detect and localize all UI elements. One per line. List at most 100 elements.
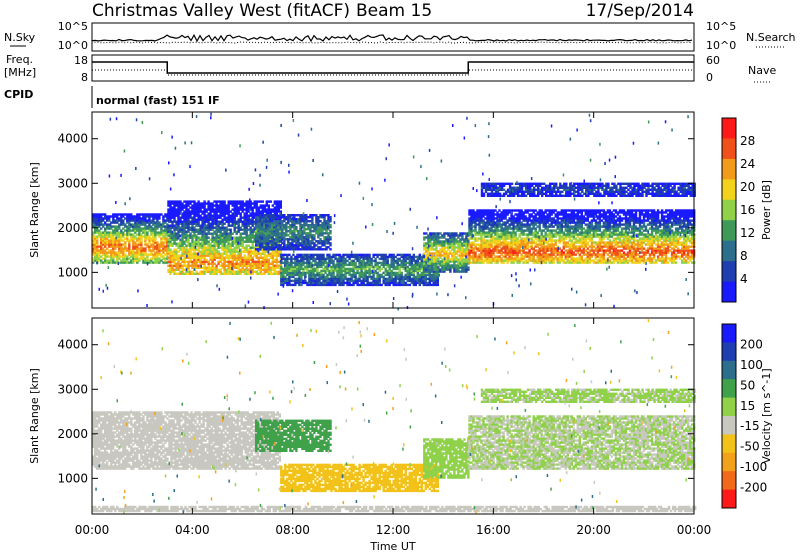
heatmap-cell (322, 254, 324, 256)
heatmap-cell (136, 237, 138, 239)
heatmap-cell (437, 232, 439, 234)
beam-label: Beam 15 (356, 1, 432, 21)
heatmap-cell (329, 230, 331, 232)
heatmap-cell (376, 262, 378, 264)
heatmap-cell (195, 249, 197, 251)
freq-unit-label: [MHz] (4, 66, 36, 79)
heatmap-cell (286, 254, 288, 256)
heatmap-cell (498, 233, 500, 235)
heatmap-cell (195, 215, 197, 217)
heatmap-cell (256, 261, 258, 263)
heatmap-cell (230, 229, 232, 231)
heatmap-cell (236, 215, 238, 217)
nsearch-tick-top: 10^5 (706, 20, 736, 33)
nave-tick-bottom: 0 (706, 71, 713, 84)
heatmap-cell (136, 213, 138, 215)
heatmap-cell (437, 250, 439, 252)
heatmap-cell (106, 247, 108, 249)
freq-label: Freq. (6, 53, 33, 66)
date-label: 17/Sep/2014 (586, 1, 694, 21)
heatmap-cell (401, 272, 403, 274)
heatmap-cell (287, 226, 289, 228)
freq-traces (92, 62, 694, 75)
heatmap-cell (437, 266, 439, 268)
cpid-value: normal (fast) 151 IF (96, 94, 220, 107)
power-heatmap-cells (92, 113, 696, 311)
heatmap-cell (287, 238, 289, 240)
heatmap-cell (329, 248, 331, 250)
heatmap-cell (329, 216, 331, 218)
heatmap-cell (225, 265, 227, 267)
heatmap-cell (195, 229, 197, 231)
heatmap-cell (346, 278, 348, 280)
heatmap-cell (287, 214, 289, 216)
heatmap-cell (376, 272, 378, 274)
heatmap-cell (407, 284, 409, 286)
heatmap-cell (316, 254, 318, 256)
heatmap-cell (136, 233, 138, 235)
heatmap-cell (106, 251, 108, 253)
heatmap-cell (346, 268, 348, 270)
heatmap-cell (498, 219, 500, 221)
heatmap-cell (257, 232, 259, 234)
heatmap-cell (225, 217, 227, 219)
heatmap-cell (270, 200, 272, 202)
freq-tick-bottom: 8 (81, 71, 88, 84)
heatmap-cell (498, 255, 500, 257)
noise-panel-frame (92, 23, 694, 51)
heatmap-cell (268, 204, 270, 206)
heatmap-cell (317, 246, 319, 248)
nsky-trace (92, 35, 692, 41)
heatmap-cell (295, 226, 297, 228)
heatmap-cell (467, 266, 469, 268)
heatmap-cell (256, 271, 258, 273)
nsearch-trace (92, 42, 692, 43)
heatmap-cell (280, 200, 282, 202)
heatmap-cell (256, 200, 258, 202)
heatmap-cell (195, 271, 197, 273)
heatmap-cell (106, 259, 108, 261)
nsearch-tick-bottom: 10^0 (706, 39, 736, 52)
cpid-label: CPID (4, 88, 33, 101)
heatmap-cell (106, 219, 108, 221)
heatmap-cell (437, 262, 439, 264)
station-title: Christmas Valley West (fitACF) (92, 1, 350, 21)
heatmap-cell (346, 260, 348, 262)
heatmap-cell (376, 254, 378, 256)
heatmap-cell (225, 269, 227, 271)
heatmap-cell (317, 232, 319, 234)
heatmap-cell (346, 254, 348, 256)
heatmap-cell (498, 249, 500, 251)
heatmap-cell (195, 235, 197, 237)
nave-label: Nave (748, 64, 776, 77)
heatmap-cell (287, 234, 289, 236)
heatmap-cell (346, 264, 348, 266)
heatmap-cell (225, 245, 227, 247)
nave-tick-top: 60 (706, 54, 720, 67)
heatmap-cell (329, 232, 331, 234)
heatmap-cell (122, 219, 124, 221)
heatmap-cell (106, 215, 108, 217)
heatmap-cell (498, 213, 500, 215)
nsearch-label: N.Search (746, 31, 796, 44)
heatmap-cell (276, 257, 278, 259)
heatmap-cell (244, 255, 246, 257)
noise-traces (92, 35, 692, 43)
heatmap-cell (225, 261, 227, 263)
nsky-tick-top: 10^5 (58, 20, 88, 33)
heatmap-cell (368, 254, 370, 256)
heatmap-cell (329, 224, 331, 226)
heatmap-cell (106, 231, 108, 233)
heatmap-cell (329, 242, 331, 244)
heatmap-cell (225, 204, 227, 206)
freq-tick-top: 18 (74, 54, 88, 67)
heatmap-cell (252, 257, 254, 259)
heatmap-cell (329, 236, 331, 238)
heatmap-cell (498, 209, 500, 211)
heatmap-cell (225, 227, 227, 229)
heatmap-cell (316, 262, 318, 264)
freq-panel-frame (92, 55, 694, 81)
heatmap-cell (498, 229, 500, 231)
